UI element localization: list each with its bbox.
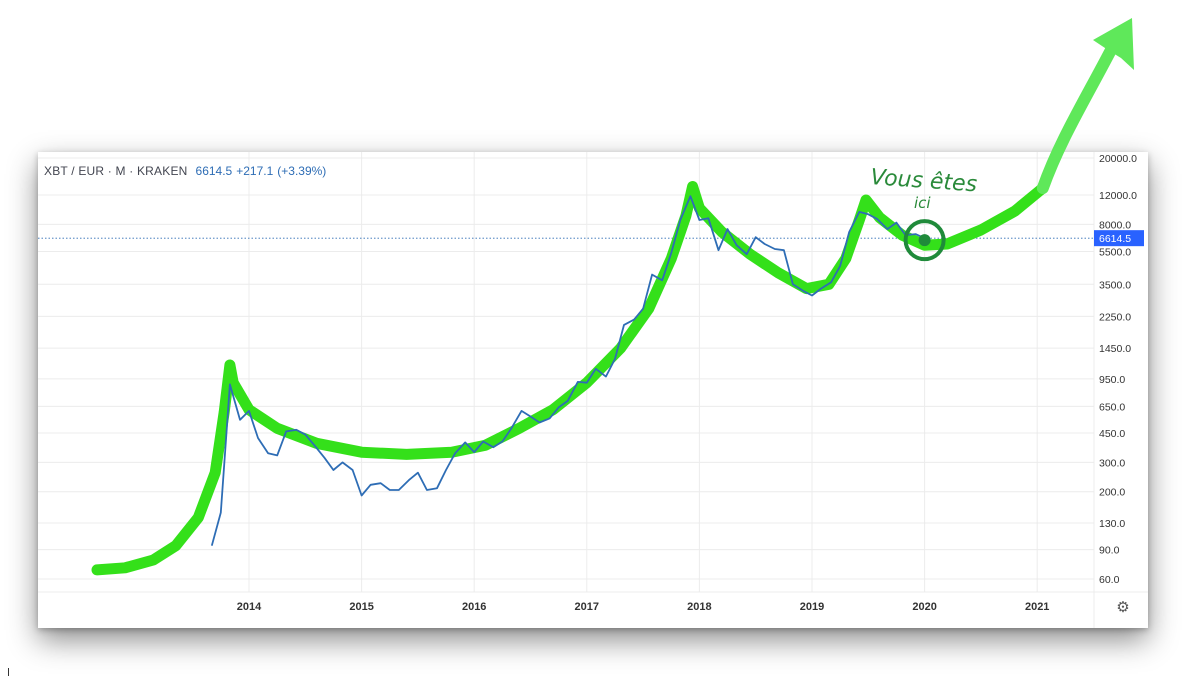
x-tick-label: 2018 bbox=[687, 601, 711, 613]
y-tick-label: 60.0 bbox=[1099, 574, 1120, 586]
y-tick-label: 90.0 bbox=[1099, 545, 1120, 557]
gear-icon[interactable]: ⚙ bbox=[1116, 599, 1130, 616]
marker-ring bbox=[903, 219, 946, 262]
y-tick-label: 200.0 bbox=[1099, 487, 1125, 499]
x-axis-labels[interactable]: 2014 2015 2016 2017 2018 2019 2020 2021 bbox=[237, 601, 1050, 613]
chart-header: XBT / EUR · M · KRAKEN 6614.5 +217.1 (+3.39… bbox=[44, 164, 326, 178]
price-value: 6614.5 bbox=[195, 164, 233, 178]
y-tick-label: 300.0 bbox=[1099, 457, 1125, 469]
x-tick-label: 2016 bbox=[462, 601, 486, 613]
price-change: +217.1 bbox=[236, 164, 274, 178]
y-tick-label: 650.0 bbox=[1099, 401, 1125, 413]
annotation-line-1: Vous êtes bbox=[870, 165, 978, 197]
y-tick-label: 3500.0 bbox=[1099, 279, 1131, 291]
y-tick-label: 2250.0 bbox=[1099, 311, 1131, 323]
x-tick-label: 2015 bbox=[349, 601, 373, 613]
y-tick-label: 8000.0 bbox=[1099, 219, 1131, 231]
price-label: 6614.5 bbox=[1094, 230, 1144, 247]
arrow-up-icon bbox=[1093, 18, 1134, 70]
x-tick-label: 2021 bbox=[1025, 601, 1049, 613]
price-series-line bbox=[210, 195, 925, 546]
price-label-text: 6614.5 bbox=[1099, 233, 1131, 245]
y-tick-label: 130.0 bbox=[1099, 518, 1125, 530]
x-tick-label: 2019 bbox=[800, 601, 824, 613]
chart-panel: 60.0 90.0 130.0 200.0 300.0 450.0 650.0 950.0 14… bbox=[38, 152, 1148, 628]
price-change-percent: (+3.39%) bbox=[277, 164, 327, 178]
symbol-label[interactable]: XBT / EUR · M · KRAKEN bbox=[44, 164, 188, 178]
y-tick-label: 950.0 bbox=[1099, 374, 1125, 386]
x-tick-label: 2014 bbox=[237, 601, 262, 613]
y-axis-labels[interactable]: 60.0 90.0 130.0 200.0 300.0 450.0 650.0 950.0 14… bbox=[1099, 153, 1137, 586]
page-tick bbox=[8, 668, 9, 676]
marker-dot bbox=[918, 234, 931, 247]
y-tick-label: 5500.0 bbox=[1099, 247, 1131, 259]
y-tick-label: 1450.0 bbox=[1099, 343, 1131, 355]
x-tick-label: 2020 bbox=[912, 601, 936, 613]
y-tick-label: 20000.0 bbox=[1099, 153, 1137, 165]
x-tick-label: 2017 bbox=[575, 601, 599, 613]
y-tick-label: 12000.0 bbox=[1099, 190, 1137, 202]
trend-curve bbox=[91, 181, 1049, 576]
annotation-line-2: ici bbox=[914, 194, 931, 212]
current-position-marker bbox=[903, 219, 946, 262]
y-tick-label: 450.0 bbox=[1099, 428, 1125, 440]
price-chart[interactable]: 60.0 90.0 130.0 200.0 300.0 450.0 650.0 950.0 14… bbox=[38, 152, 1148, 628]
